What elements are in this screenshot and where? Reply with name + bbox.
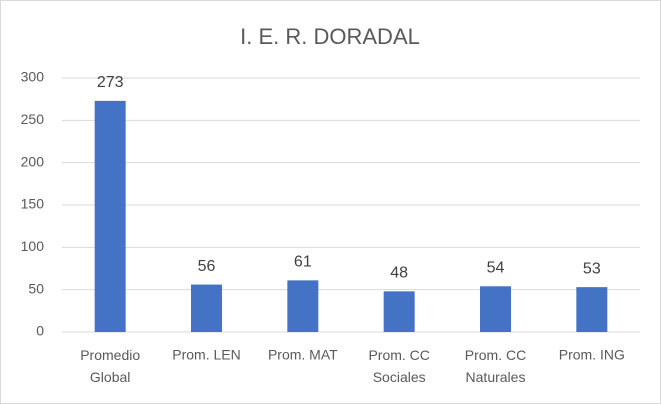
data-label: 53	[583, 260, 601, 277]
y-tick-label: 150	[21, 196, 45, 212]
y-tick-label: 50	[28, 280, 44, 296]
x-tick-label: Prom. CC Naturales	[465, 347, 526, 385]
data-label: 56	[198, 258, 216, 275]
data-label: 54	[487, 259, 505, 276]
y-tick-label: 250	[21, 111, 45, 127]
bar	[191, 284, 222, 332]
data-label: 48	[390, 265, 408, 282]
y-tick-label: 200	[21, 153, 45, 169]
bar	[480, 286, 511, 332]
data-label: 61	[294, 254, 312, 271]
x-tick-label: Prom. CC Sociales	[368, 347, 429, 385]
x-tick-label: Prom. MAT	[268, 347, 338, 363]
data-label: 273	[97, 74, 124, 91]
y-tick-label: 100	[21, 238, 45, 254]
bar	[94, 100, 126, 332]
y-tick-label: 300	[21, 69, 45, 85]
chart-title: I. E. R. DORADAL	[240, 24, 420, 49]
bar	[576, 287, 608, 332]
bar	[383, 291, 415, 332]
x-tick-label: Prom. LEN	[172, 347, 240, 363]
x-tick-label: Promedio Global	[80, 347, 140, 385]
y-tick-label: 0	[36, 323, 44, 339]
x-tick-label: Prom. ING	[559, 347, 625, 363]
bar	[287, 280, 319, 332]
